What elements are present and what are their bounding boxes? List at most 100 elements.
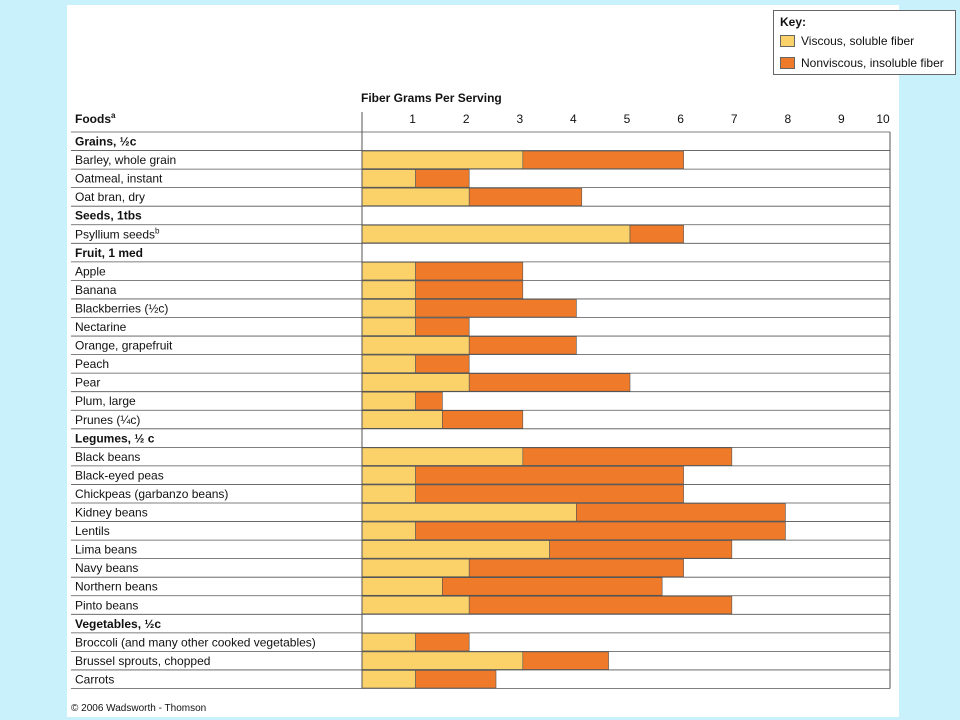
x-tick-label: 9 [838, 112, 845, 126]
food-label: Black beans [75, 450, 140, 464]
bar-soluble [361, 410, 443, 429]
bar-soluble [361, 521, 416, 540]
group-header: Legumes, ½ c [75, 431, 155, 445]
food-label: Peach [75, 357, 109, 371]
bar-soluble [361, 466, 416, 485]
food-label: Nectarine [75, 320, 127, 334]
food-label: Pinto beans [75, 598, 138, 612]
legend-item-insoluble: Nonviscous, insoluble fiber [780, 56, 944, 70]
food-label: Pear [75, 376, 100, 390]
food-label: Black-eyed peas [75, 468, 164, 482]
bar-insoluble [522, 651, 609, 670]
legend-title: Key: [780, 15, 807, 29]
food-label: Brussel sprouts, chopped [75, 654, 210, 668]
bar-insoluble [468, 373, 631, 392]
bar-soluble [361, 224, 631, 244]
food-label: Broccoli (and many other cooked vegetabl… [75, 635, 316, 649]
bar-insoluble [442, 410, 524, 429]
bar-insoluble [415, 262, 524, 281]
food-label: Psyllium seedsb [75, 226, 160, 241]
bar-soluble [361, 595, 470, 615]
column-header-superscript: a [111, 111, 116, 120]
bar-soluble [361, 187, 470, 206]
bar-insoluble [468, 187, 583, 206]
copyright-credit: © 2006 Wadsworth - Thomson [71, 703, 207, 714]
fiber-chart: Fiber Grams Per Serving Foodsa 1 2 3 4 5 6 7 8 9 10… [71, 91, 891, 689]
bar-soluble [361, 391, 416, 411]
bar-soluble [361, 150, 524, 169]
bar-insoluble [415, 484, 684, 503]
bar-soluble [361, 577, 443, 596]
food-label: Oat bran, dry [75, 190, 145, 204]
group-header: Fruit, 1 med [75, 246, 143, 260]
x-tick-label: 7 [731, 112, 738, 126]
food-label: Chickpeas (garbanzo beans) [75, 487, 228, 501]
x-tick-label: 4 [570, 112, 577, 126]
legend-label-soluble: Viscous, soluble fiber [801, 34, 915, 48]
x-tick-label: 3 [516, 112, 523, 126]
bar-insoluble [442, 577, 663, 596]
bar-soluble [361, 373, 470, 392]
bar-insoluble [549, 540, 733, 559]
bar-insoluble [415, 280, 524, 299]
bar-insoluble [522, 447, 733, 466]
food-label: Carrots [75, 672, 114, 686]
x-tick-label: 6 [677, 112, 684, 126]
food-label: Lentils [75, 524, 110, 538]
food-label: Prunes (¼c) [75, 413, 140, 427]
bar-insoluble [468, 595, 733, 615]
food-label: Lima beans [75, 543, 137, 557]
bar-insoluble [468, 336, 577, 355]
bar-soluble [361, 670, 416, 689]
bar-insoluble [576, 503, 786, 522]
food-label: Barley, whole grain [75, 153, 176, 167]
food-label-superscript: b [155, 226, 160, 235]
column-header: Foodsa [75, 111, 116, 126]
bar-insoluble [415, 633, 470, 652]
bar-soluble [361, 484, 416, 503]
bar-insoluble [415, 317, 470, 336]
food-label: Orange, grapefruit [75, 339, 173, 353]
x-tick-label: 5 [624, 112, 631, 126]
bar-soluble [361, 651, 524, 670]
bar-soluble [361, 503, 577, 522]
bar-soluble [361, 354, 416, 373]
bar-insoluble [468, 558, 684, 578]
bar-soluble [361, 169, 416, 188]
bar-insoluble [415, 670, 497, 689]
legend: Key: Viscous, soluble fiber Nonviscous, … [773, 10, 956, 75]
food-label: Plum, large [75, 394, 136, 408]
bar-insoluble [522, 150, 684, 169]
bar-soluble [361, 262, 416, 281]
bar-soluble [361, 317, 416, 336]
x-tick-label: 10 [876, 112, 890, 126]
food-label: Apple [75, 264, 106, 278]
x-tick-label: 1 [409, 112, 416, 126]
bar-insoluble [415, 354, 470, 373]
bar-insoluble [415, 299, 577, 318]
legend-swatch-soluble [780, 35, 795, 47]
legend-swatch-insoluble [780, 57, 795, 69]
bar-insoluble [415, 169, 470, 188]
bar-insoluble [415, 466, 684, 485]
bar-soluble [361, 447, 524, 466]
food-label: Navy beans [75, 561, 138, 575]
bar-soluble [361, 299, 416, 318]
x-tick-label: 8 [784, 112, 791, 126]
chart-panel: Fiber Grams Per Serving Foodsa 1 2 3 4 5 6 7 8 9 10… [67, 5, 956, 717]
legend-item-soluble: Viscous, soluble fiber [780, 34, 914, 48]
legend-label-insoluble: Nonviscous, insoluble fiber [801, 56, 944, 70]
bar-soluble [361, 633, 416, 652]
bar-insoluble [415, 391, 443, 411]
bar-insoluble [629, 224, 684, 244]
food-label: Blackberries (½c) [75, 301, 168, 315]
food-label: Kidney beans [75, 506, 148, 520]
food-label: Northern beans [75, 580, 158, 594]
food-label: Banana [75, 283, 117, 297]
group-header: Grains, ½c [75, 135, 137, 149]
bar-insoluble [415, 521, 786, 540]
x-tick-label: 2 [463, 112, 470, 126]
bar-soluble [361, 558, 470, 578]
bar-soluble [361, 280, 416, 299]
bar-soluble [361, 540, 550, 559]
